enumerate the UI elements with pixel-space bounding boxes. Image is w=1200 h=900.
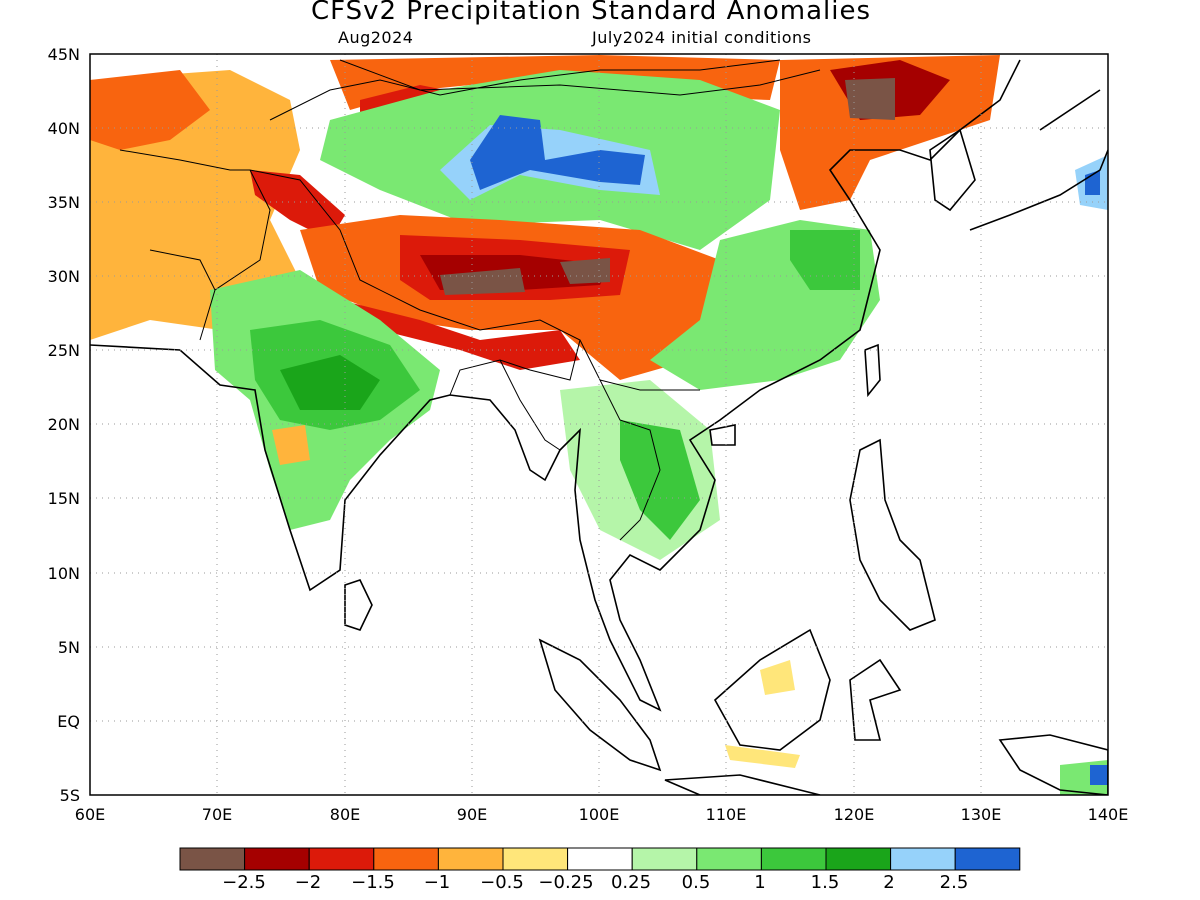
border-myanmar xyxy=(499,359,561,451)
lat-label: 15N xyxy=(48,489,80,508)
lat-label: 35N xyxy=(48,193,80,212)
lon-label: 130E xyxy=(961,805,1002,824)
border-pakistan xyxy=(199,169,271,341)
anomaly-kashmir-dry xyxy=(250,170,345,240)
colorbar-swatch xyxy=(760,847,827,871)
colorbar-swatch xyxy=(373,847,439,871)
colorbar-label: 2 xyxy=(883,872,894,893)
anomaly-tibet-extreme-b xyxy=(560,258,610,284)
colorbar-swatch xyxy=(825,847,892,871)
colorbar-label: −2.5 xyxy=(222,872,266,893)
coastline-korea xyxy=(929,128,976,212)
anomaly-indochina-wet xyxy=(620,420,700,540)
lon-label: 110E xyxy=(706,805,747,824)
initial-conditions-label: July2024 initial conditions xyxy=(592,28,812,47)
lon-label: 100E xyxy=(579,805,620,824)
coastline-java xyxy=(664,774,821,795)
lon-label: 60E xyxy=(75,805,105,824)
colorbar-swatch xyxy=(244,847,310,871)
colorbar-label: −1.5 xyxy=(351,872,395,893)
lat-label: EQ xyxy=(57,712,80,731)
coastline-sri-lanka xyxy=(344,579,373,631)
anomaly-india-dry-spot xyxy=(272,425,310,465)
colorbar-label: −1 xyxy=(424,872,451,893)
anomaly-tibet-extreme-a xyxy=(440,268,525,295)
valid-month-label: Aug2024 xyxy=(338,28,414,47)
coastline-asia-mainland xyxy=(90,59,1021,712)
lat-label: 10N xyxy=(48,564,80,583)
colorbar-label: 1.5 xyxy=(811,872,840,893)
coastline-borneo xyxy=(713,628,831,751)
border-indochina xyxy=(579,339,700,541)
lon-label: 70E xyxy=(202,805,232,824)
lon-axis: 60E 70E 80E 90E 100E 110E 120E 130E 140E xyxy=(75,805,1129,824)
colorbar-swatch xyxy=(954,847,1021,871)
map-frame xyxy=(89,53,1109,796)
colorbar-swatch xyxy=(631,847,698,871)
colorbar-label: −2 xyxy=(295,872,322,893)
anomaly-xinjiang-wet4 xyxy=(470,115,645,190)
lon-label: 90E xyxy=(457,805,487,824)
anomaly-ne-china-extreme xyxy=(845,78,895,120)
lon-label: 80E xyxy=(330,805,360,824)
colorbar-swatch xyxy=(502,847,569,871)
lat-label: 40N xyxy=(48,119,80,138)
anomaly-ne-china-dry xyxy=(780,55,1000,210)
lat-label: 25N xyxy=(48,341,80,360)
coastline-new-guinea xyxy=(998,734,1108,795)
lon-label: 140E xyxy=(1088,805,1129,824)
colorbar-label: 1 xyxy=(754,872,765,893)
lat-label: 5N xyxy=(58,638,80,657)
anomaly-india-wet3 xyxy=(280,355,380,410)
lat-label: 20N xyxy=(48,415,80,434)
coastlines xyxy=(90,59,1108,795)
colorbar-label: 0.5 xyxy=(682,872,711,893)
anomaly-java-dry xyxy=(725,745,800,768)
coastline-sumatra xyxy=(538,638,662,772)
colorbar-label: 2.5 xyxy=(940,872,969,893)
lat-axis: 45N 40N 35N 30N 25N 20N 15N 10N 5N EQ 5S xyxy=(48,45,80,805)
anomaly-field xyxy=(90,55,1108,795)
colorbar-swatch xyxy=(567,847,633,871)
coastline-philippines xyxy=(849,438,936,631)
country-borders xyxy=(119,59,821,541)
border-afghanistan xyxy=(119,149,250,291)
colorbar xyxy=(179,847,1021,871)
anomaly-papua-wet-core xyxy=(1090,765,1108,785)
colorbar-label: −0.5 xyxy=(480,872,524,893)
anomaly-south-china-wet2 xyxy=(790,230,860,290)
colorbar-swatch xyxy=(437,847,504,871)
colorbar-label: 0.25 xyxy=(611,872,651,893)
anomaly-borneo-dry xyxy=(760,660,795,695)
chart-title: CFSv2 Precipitation Standard Anomalies xyxy=(310,0,872,26)
colorbar-label: −0.25 xyxy=(538,872,593,893)
colorbar-swatch xyxy=(890,847,956,871)
coastline-japan xyxy=(969,89,1108,231)
coastline-hainan xyxy=(709,424,736,446)
colorbar-swatch xyxy=(179,847,246,871)
coastline-sulawesi xyxy=(849,658,902,741)
lon-label: 120E xyxy=(834,805,875,824)
anomaly-iran-dry xyxy=(90,70,210,150)
lat-label: 45N xyxy=(48,45,80,64)
colorbar-labels: −2.5 −2 −1.5 −1 −0.5 −0.25 0.25 0.5 1 1.… xyxy=(222,872,968,893)
colorbar-swatch xyxy=(696,847,762,871)
coastline-taiwan xyxy=(864,343,881,398)
border-china-mongolia xyxy=(339,59,821,96)
lat-label: 5S xyxy=(60,786,80,805)
anomaly-himalaya-dry xyxy=(340,300,580,370)
colorbar-swatch xyxy=(308,847,375,871)
lat-label: 30N xyxy=(48,267,80,286)
